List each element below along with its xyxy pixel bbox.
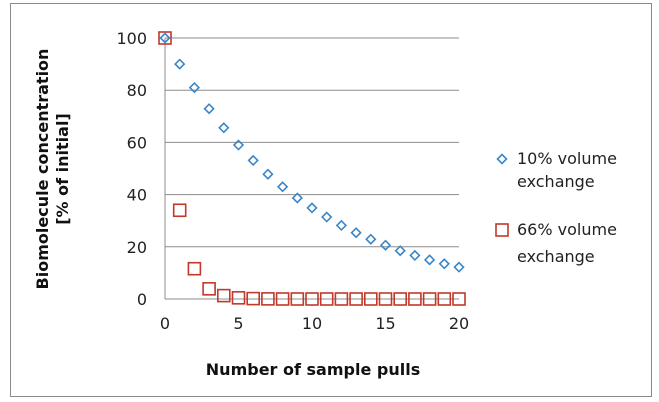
legend-label-1-line-1: 66% volume — [517, 220, 617, 239]
x-tick-label: 10 — [302, 314, 322, 333]
data-point-diamond — [306, 202, 318, 214]
data-point-square — [334, 292, 349, 306]
data-point-diamond — [188, 81, 201, 94]
data-point-square — [349, 292, 363, 306]
data-point-square — [172, 203, 187, 218]
data-point-diamond — [394, 245, 406, 257]
data-point-square — [217, 288, 231, 303]
data-point-diamond — [335, 219, 348, 232]
gridlines — [164, 37, 459, 300]
x-axis-title: Number of sample pulls — [206, 360, 420, 379]
data-point-diamond — [379, 239, 392, 251]
data-point-diamond — [291, 192, 303, 204]
chart-frame: 0 20 40 60 80 100 0 5 10 15 20 Biomolecule concen… — [10, 3, 652, 397]
data-point-diamond — [350, 227, 362, 239]
data-point-diamond — [321, 211, 333, 223]
x-tick-labels: 0 5 10 15 20 — [160, 314, 469, 333]
x-tick-label: 20 — [449, 314, 469, 333]
x-tick-label: 5 — [233, 314, 243, 333]
x-tick-label: 0 — [160, 314, 170, 333]
legend-marker-diamond — [496, 153, 508, 165]
y-tick-label: 20 — [127, 238, 147, 257]
data-point-square — [187, 261, 202, 276]
data-point-diamond — [262, 168, 274, 180]
data-point-square — [408, 292, 422, 306]
y-axis-title-line-2: [% of initial] — [53, 113, 72, 225]
y-tick-label: 100 — [116, 29, 147, 48]
data-point-square — [378, 292, 393, 306]
y-axis-title-line-1: Biomolecule concentration — [33, 49, 52, 290]
x-tick-label: 15 — [375, 314, 395, 333]
legend-marker-square — [495, 223, 509, 237]
data-point-diamond — [232, 139, 245, 151]
data-point-square — [275, 292, 290, 306]
legend-diamond-icon — [496, 153, 508, 165]
data-point-square — [437, 292, 452, 306]
data-point-square — [290, 292, 305, 306]
y-tick-label: 60 — [127, 133, 147, 152]
data-point-square — [305, 292, 319, 306]
data-point-diamond — [423, 254, 436, 266]
legend-label-0-line-1: 10% volume — [517, 149, 617, 168]
legend: 10% volume exchange 66% volume exchange — [495, 149, 617, 266]
data-point-square — [319, 292, 334, 306]
data-point-diamond — [174, 58, 186, 70]
data-point-diamond — [409, 249, 421, 262]
data-series — [158, 31, 466, 306]
y-tick-label: 40 — [127, 186, 147, 205]
data-point-diamond — [247, 154, 259, 167]
y-tick-label: 80 — [127, 81, 147, 100]
legend-square-icon — [495, 223, 509, 237]
y-tick-labels: 0 20 40 60 80 100 — [116, 29, 147, 309]
data-point-square — [231, 291, 246, 305]
data-point-diamond — [365, 233, 377, 245]
data-point-square — [246, 291, 260, 306]
data-point-diamond — [438, 258, 450, 270]
data-point-square — [452, 292, 466, 306]
data-point-square — [422, 292, 437, 306]
data-point-square — [261, 292, 275, 306]
data-point-square — [202, 282, 216, 296]
legend-label-0-line-2: exchange — [517, 172, 595, 191]
data-point-square — [158, 31, 172, 45]
data-point-square — [363, 292, 378, 306]
data-point-diamond — [276, 181, 289, 193]
y-tick-label: 0 — [137, 290, 147, 309]
data-point-diamond — [218, 122, 230, 134]
data-point-square — [393, 292, 408, 306]
legend-label-1-line-2: exchange — [517, 247, 595, 266]
data-point-diamond — [203, 103, 215, 115]
data-point-diamond — [159, 32, 171, 44]
data-point-diamond — [453, 261, 465, 273]
scatter-chart: 0 20 40 60 80 100 0 5 10 15 20 Biomolecule concen… — [33, 29, 617, 379]
